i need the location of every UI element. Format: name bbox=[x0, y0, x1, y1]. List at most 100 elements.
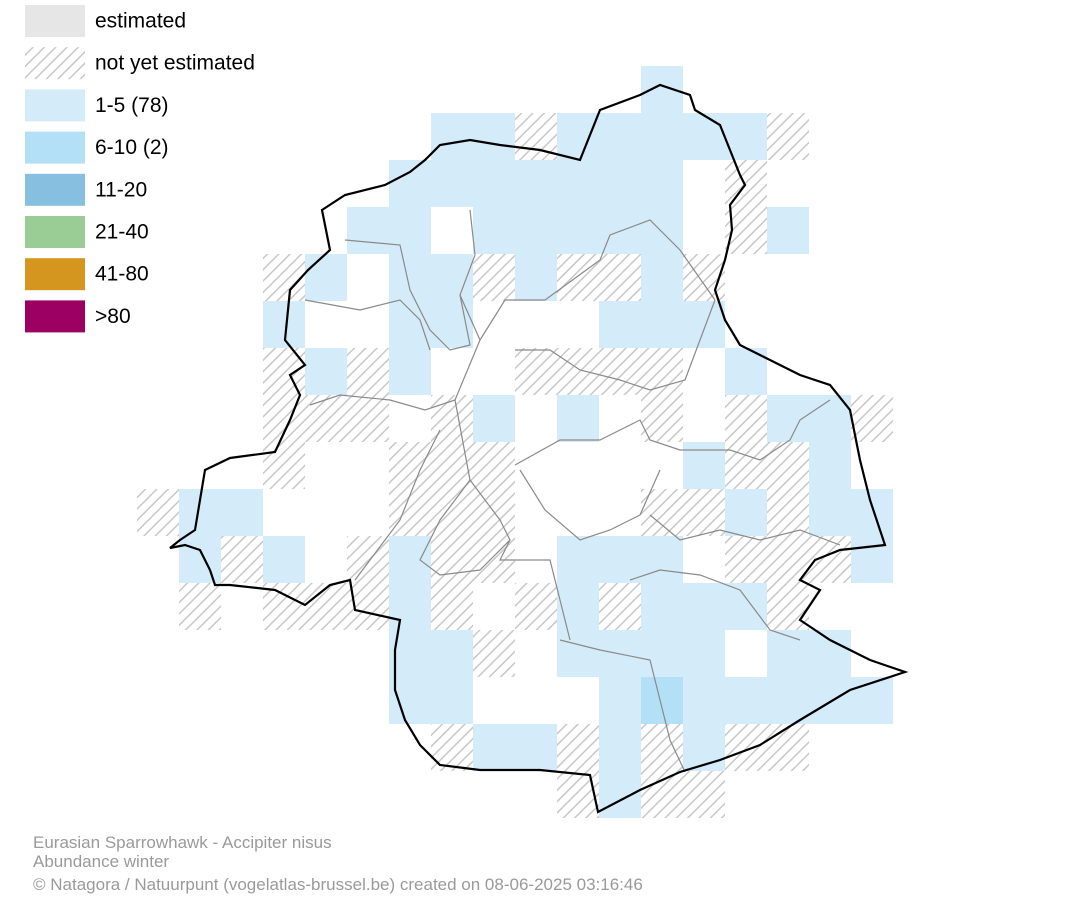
grid-cell bbox=[809, 489, 851, 536]
legend-label: >80 bbox=[95, 305, 131, 328]
grid-cell bbox=[641, 301, 683, 348]
grid-cell bbox=[767, 536, 809, 583]
grid-cell bbox=[431, 113, 473, 160]
grid-cell bbox=[263, 254, 305, 301]
grid-cell bbox=[557, 630, 599, 677]
grid-cell bbox=[725, 724, 767, 771]
grid-cell bbox=[683, 442, 725, 489]
grid-cell bbox=[725, 536, 767, 583]
grid-cell bbox=[767, 677, 809, 724]
grid-cell bbox=[221, 536, 263, 583]
grid-cell bbox=[431, 724, 473, 771]
grid-cell bbox=[557, 536, 599, 583]
grid-cell bbox=[389, 254, 431, 301]
grid-cell bbox=[347, 207, 389, 254]
grid-cell bbox=[473, 395, 515, 442]
grid-cell bbox=[641, 254, 683, 301]
grid-cell bbox=[725, 442, 767, 489]
legend-label: not yet estimated bbox=[95, 52, 255, 75]
grid-cell bbox=[515, 724, 557, 771]
grid-cell bbox=[641, 724, 683, 771]
grid-cell bbox=[389, 489, 431, 536]
grid-cell bbox=[515, 207, 557, 254]
grid-cell bbox=[599, 348, 641, 395]
grid-cell bbox=[515, 254, 557, 301]
grid-cell bbox=[599, 301, 641, 348]
legend-label: 1-5 (78) bbox=[95, 94, 169, 117]
credit: © Natagora / Natuurpunt (vogelatlas-brus… bbox=[33, 875, 643, 894]
legend-label: 41-80 bbox=[95, 263, 149, 286]
grid-cell bbox=[599, 724, 641, 771]
grid-cell bbox=[431, 489, 473, 536]
grid-cell bbox=[263, 348, 305, 395]
grid-cell bbox=[767, 113, 809, 160]
grid-cell bbox=[389, 536, 431, 583]
grid-cell bbox=[473, 207, 515, 254]
grid-cell bbox=[683, 254, 725, 301]
grid-cell bbox=[641, 630, 683, 677]
grid-cell bbox=[851, 536, 893, 583]
grid-cell bbox=[431, 442, 473, 489]
grid-cell bbox=[809, 442, 851, 489]
grid-cell bbox=[725, 160, 767, 207]
grid-cell bbox=[767, 207, 809, 254]
grid-cell bbox=[473, 724, 515, 771]
grid-cell bbox=[263, 583, 305, 630]
grid-cell bbox=[683, 301, 725, 348]
grid-cell bbox=[263, 536, 305, 583]
grid-cell bbox=[389, 160, 431, 207]
grid-cell bbox=[725, 489, 767, 536]
grid-cell bbox=[725, 677, 767, 724]
grid-cell bbox=[599, 583, 641, 630]
grid-cell bbox=[179, 583, 221, 630]
grid-cell bbox=[683, 583, 725, 630]
grid-cell bbox=[263, 442, 305, 489]
grid-cell bbox=[641, 771, 683, 818]
grid-cell bbox=[179, 536, 221, 583]
legend-label: 6-10 (2) bbox=[95, 136, 169, 159]
legend-swatch bbox=[25, 173, 85, 206]
grid-cell bbox=[641, 113, 683, 160]
grid-cell bbox=[557, 113, 599, 160]
grid-cell bbox=[431, 677, 473, 724]
grid-cell bbox=[767, 724, 809, 771]
grid-cell bbox=[515, 583, 557, 630]
legend-swatch bbox=[25, 89, 85, 122]
grid-cell bbox=[515, 348, 557, 395]
grid-cell bbox=[389, 583, 431, 630]
grid-cell bbox=[641, 395, 683, 442]
grid-cell bbox=[683, 724, 725, 771]
legend-swatch bbox=[25, 47, 85, 80]
grid-cell bbox=[473, 442, 515, 489]
legend-label: 11-20 bbox=[95, 178, 147, 201]
grid-cell bbox=[431, 301, 473, 348]
grid-cell bbox=[599, 113, 641, 160]
grid-cell bbox=[305, 395, 347, 442]
grid-cell bbox=[431, 160, 473, 207]
grid-cell bbox=[851, 677, 893, 724]
grid-cell bbox=[557, 207, 599, 254]
grid-cell bbox=[557, 724, 599, 771]
grid-cell bbox=[473, 113, 515, 160]
legend-swatch bbox=[25, 216, 85, 248]
species-name: Eurasian Sparrowhawk - Accipiter nisus bbox=[33, 833, 332, 852]
grid-cell bbox=[683, 677, 725, 724]
grid-cell bbox=[683, 489, 725, 536]
grid-cell bbox=[263, 301, 305, 348]
grid-cell bbox=[641, 677, 683, 724]
grid-cell bbox=[515, 160, 557, 207]
grid-cell bbox=[599, 160, 641, 207]
grid-cell bbox=[557, 348, 599, 395]
legend-label: estimated bbox=[95, 10, 186, 33]
grid-cell bbox=[557, 395, 599, 442]
municipality-borders bbox=[304, 209, 841, 773]
grid-cell bbox=[851, 395, 893, 442]
grid-cell bbox=[431, 536, 473, 583]
grid-cell bbox=[473, 254, 515, 301]
region-boundary bbox=[169, 83, 909, 814]
grid-cell bbox=[599, 771, 641, 818]
grid-cell bbox=[641, 583, 683, 630]
legend-swatch bbox=[25, 258, 85, 291]
grid-cell bbox=[809, 630, 851, 677]
grid-cell bbox=[767, 442, 809, 489]
